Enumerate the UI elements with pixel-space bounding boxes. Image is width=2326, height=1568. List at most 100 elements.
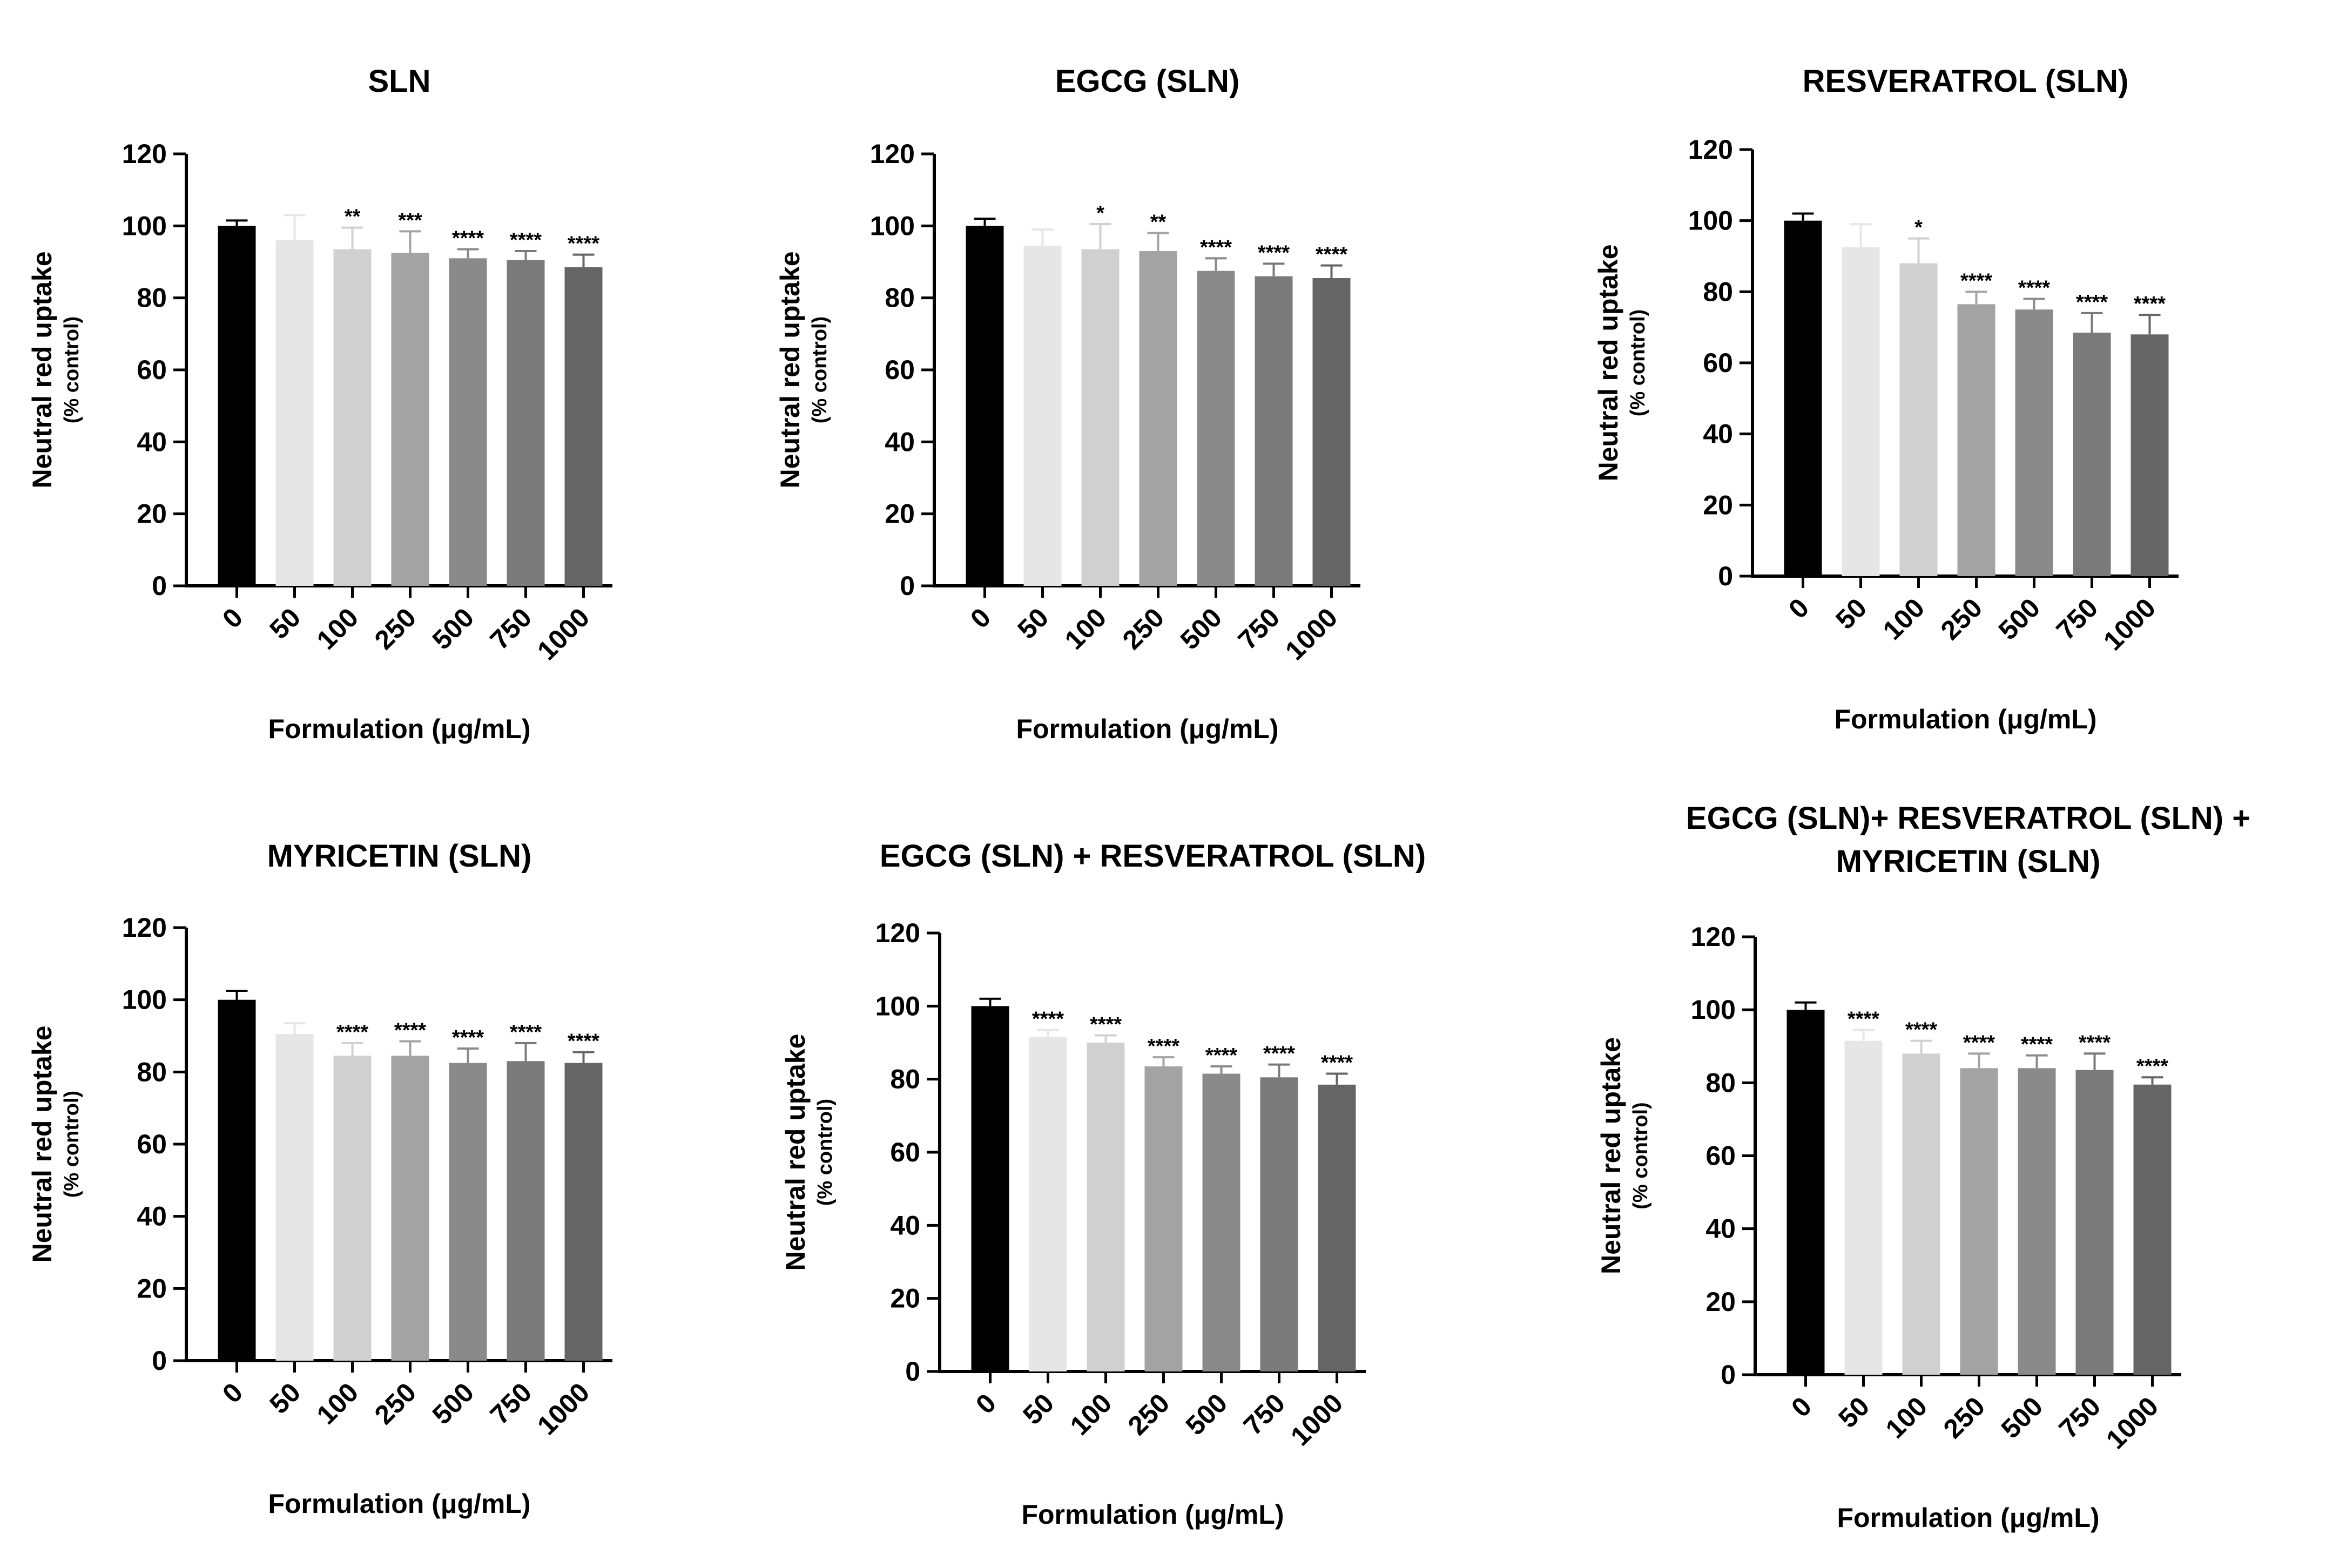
y-tick-label: 120 [122,139,167,169]
bar-50 [1844,1040,1883,1375]
y-tick-label: 40 [137,427,167,457]
x-axis-label: Formulation (μg/mL) [1021,1499,1284,1530]
y-tick-label: 100 [122,211,167,241]
x-tick-label: 50 [264,1377,306,1420]
significance-marker: **** [452,227,484,250]
bar-750 [507,260,545,586]
x-tick-label: 500 [1180,1388,1233,1441]
y-tick-label: 0 [1718,561,1733,591]
x-tick-label: 1000 [1285,1388,1349,1451]
significance-marker: **** [1205,1044,1237,1067]
x-tick-label: 1000 [531,1377,595,1441]
y-tick-label: 40 [890,1210,920,1240]
bar-50 [1029,1037,1067,1371]
x-tick-label: 250 [1122,1388,1176,1441]
y-tick-label: 20 [890,1283,920,1314]
bar-100 [1087,1043,1125,1371]
significance-marker: *** [398,209,422,232]
significance-marker: **** [2134,293,2166,315]
y-tick-label: 80 [137,283,167,313]
x-tick-label: 500 [1175,602,1228,655]
y-tick-label: 80 [1705,1067,1736,1098]
bar-500 [2015,309,2053,576]
significance-marker: **** [2136,1055,2168,1078]
significance-marker: **** [510,229,542,252]
bar-0 [218,226,256,586]
x-tick-label: 100 [1064,1388,1118,1441]
y-axis-sublabel: (% control) [814,1099,837,1206]
significance-marker: **** [568,1030,599,1053]
bar-500 [449,258,487,586]
bar-0 [971,1006,1009,1371]
bar-100 [333,249,372,586]
x-tick-label: 100 [1880,1391,1933,1444]
significance-marker: **** [1905,1019,1937,1042]
x-tick-label: 750 [1232,602,1286,655]
x-tick-label: 1000 [531,602,595,666]
x-tick-label: 250 [1117,602,1170,655]
x-tick-label: 750 [484,602,538,655]
bar-250 [1957,304,1995,576]
bar-0 [1786,1010,1825,1375]
bar-750 [1255,276,1293,586]
significance-marker: * [1096,202,1104,225]
y-tick-label: 120 [122,913,167,943]
x-tick-label: 0 [965,602,996,634]
chart-panel-4: MYRICETIN (SLN) 0 20 40 60 80 100 120 Neutral re… [27,839,612,1519]
x-tick-label: 250 [369,1377,422,1430]
y-axis-label: Neutral red uptake [27,1025,57,1262]
y-tick-label: 60 [1703,348,1733,378]
chart-title: EGCG (SLN) + RESVERATROL (SLN) [880,839,1426,874]
significance-marker: **** [452,1026,484,1049]
y-tick-label: 0 [1721,1360,1736,1390]
y-tick-label: 100 [870,211,915,241]
y-tick-label: 40 [1705,1214,1736,1244]
x-tick-label: 0 [970,1388,1002,1420]
y-tick-label: 20 [137,499,167,529]
bar-500 [449,1063,487,1361]
y-axis-sublabel: (% control) [60,1091,83,1198]
y-tick-label: 0 [152,571,167,601]
significance-marker: **** [568,233,599,255]
bar-100 [1902,1053,1940,1375]
x-tick-label: 1000 [2098,592,2161,656]
bar-50 [1842,247,1880,577]
significance-marker: ** [1150,211,1167,234]
bar-50 [1023,246,1062,586]
bar-750 [507,1061,545,1361]
x-axis-label: Formulation (μg/mL) [1837,1503,2099,1533]
y-tick-label: 0 [905,1356,920,1387]
y-tick-label: 100 [1691,995,1736,1025]
x-axis-label: Formulation (μg/mL) [268,1489,530,1519]
chart-panel-6: EGCG (SLN)+ RESVERATROL (SLN) + MYRICETIN… [1596,801,2250,1533]
bar-50 [275,1034,314,1361]
bar-100 [1899,263,1938,577]
y-tick-label: 60 [137,1129,167,1159]
x-tick-label: 0 [1783,592,1815,624]
x-tick-label: 250 [1935,592,1988,646]
bar-1000 [1318,1084,1356,1371]
chart-panel-2: EGCG (SLN) 0 20 40 60 80 100 120 Neutral red upt… [775,64,1360,744]
significance-marker: **** [1960,269,1992,292]
chart-panel-1: SLN 0 20 40 60 80 100 120 Neutral red uptake (% c… [27,64,612,744]
bar-750 [1260,1077,1298,1371]
chart-panel-5: EGCG (SLN) + RESVERATROL (SLN) 0 20 40 60 80 1… [780,839,1426,1530]
bar-500 [2018,1068,2056,1375]
chart-title: EGCG (SLN)+ RESVERATROL (SLN) + [1686,801,2250,836]
y-tick-label: 60 [137,355,167,385]
y-tick-label: 20 [1703,490,1733,520]
y-tick-label: 60 [885,355,915,385]
y-tick-label: 20 [885,499,915,529]
significance-marker: **** [1200,236,1232,259]
y-tick-label: 120 [870,139,915,169]
x-tick-label: 50 [1017,1388,1060,1430]
x-tick-label: 750 [2051,592,2104,646]
y-axis-sublabel: (% control) [1629,1102,1652,1209]
bar-1000 [2131,334,2169,576]
y-tick-label: 80 [1703,276,1733,307]
bar-250 [1139,251,1177,586]
significance-marker: **** [394,1019,426,1042]
significance-marker: **** [336,1021,368,1044]
